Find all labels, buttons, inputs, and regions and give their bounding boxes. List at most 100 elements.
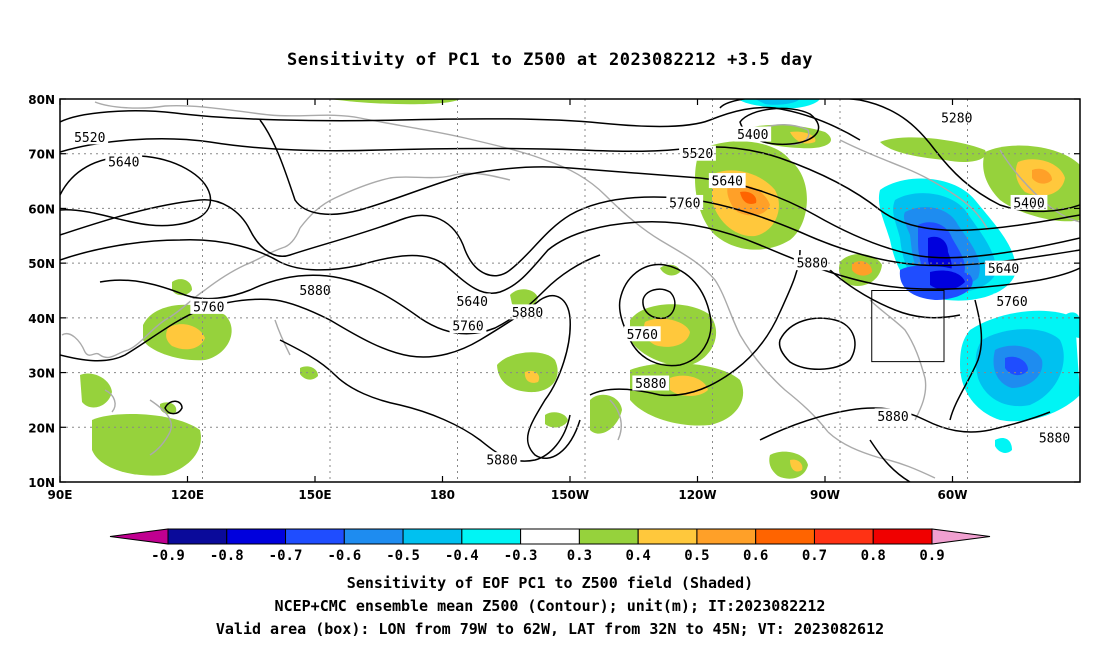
lat-tick-label: 60N	[28, 202, 55, 216]
colorbar-label: -0.3	[504, 548, 538, 564]
colorbar-extend-high	[931, 528, 991, 545]
caption-valid-area: Valid area (box): LON from 79W to 62W, L…	[215, 620, 885, 638]
axis-ticks: 90E 120E 150E 180 150W 120W 90W 60W 80N 70N 60N 50N…	[28, 93, 1080, 502]
contour-label: 5760	[627, 328, 658, 343]
positive-region	[330, 99, 460, 105]
contour-label: 5400	[1013, 196, 1044, 211]
contour-label-bg	[623, 326, 661, 342]
lat-tick-label: 30N	[28, 367, 55, 381]
colorbar-label: -0.4	[445, 548, 479, 564]
coastlines	[61, 101, 1080, 479]
colorbar-label: 0.6	[743, 548, 768, 564]
contour-label: 5400	[737, 128, 768, 143]
colorbar-segment	[872, 528, 933, 545]
contour-label-bg	[1036, 430, 1073, 446]
positive-region	[300, 366, 318, 380]
negative-region	[755, 99, 800, 105]
lat-tick-label: 50N	[28, 257, 55, 271]
colorbar-segment	[637, 528, 698, 545]
colorbar-label: 0.5	[684, 548, 709, 564]
contour-label: 5880	[635, 377, 666, 392]
lon-tick-label: 60W	[938, 488, 968, 502]
lon-tick-label: 90E	[48, 488, 73, 502]
lat-lon-grid	[60, 99, 1080, 482]
lat-tick-label: 70N	[28, 148, 55, 162]
contour-label: 5880	[486, 454, 517, 469]
lat-tick-label: 10N	[28, 476, 55, 490]
positive-region	[524, 370, 540, 383]
colorbar: -0.9 -0.8 -0.7 -0.6 -0.5 -0.4 -0.3 0.3 0.4 0.5 0.6…	[109, 528, 991, 564]
contour-label: 5520	[682, 147, 713, 162]
negative-region	[995, 438, 1012, 453]
positive-region	[769, 451, 808, 479]
caption-shaded: Sensitivity of EOF PC1 to Z500 field (Sh…	[346, 574, 754, 592]
contour-label-bg	[938, 110, 976, 126]
contour-label: 5760	[452, 320, 483, 335]
negative-region	[930, 270, 965, 290]
colorbar-segment	[755, 528, 815, 545]
contour-label-bg	[71, 129, 109, 145]
contour-labels: 5280540054005520552056405640564056405760…	[71, 110, 1073, 469]
positive-region	[92, 414, 201, 476]
colorbar-segment	[226, 528, 287, 545]
page-title: Sensitivity of PC1 to Z500 at 2023082212…	[286, 50, 813, 70]
contour-label-bg	[874, 408, 912, 424]
contour-label-bg	[449, 318, 487, 334]
lon-tick-label: 150W	[551, 488, 589, 502]
contour-label: 5520	[74, 131, 105, 146]
colorbar-label: -0.6	[327, 548, 361, 564]
contour-label: 5640	[457, 295, 488, 310]
colorbar-segment	[520, 528, 580, 545]
negative-region	[1064, 312, 1080, 338]
colorbar-label: 0.9	[919, 548, 944, 564]
contour-label-bg	[666, 194, 704, 210]
contour-label: 5760	[996, 295, 1027, 310]
lon-tick-label: 120E	[171, 488, 204, 502]
map-figure: 5280540054005520552056405640564056405760…	[28, 93, 1081, 564]
colorbar-segment	[343, 528, 404, 545]
positive-region	[790, 459, 803, 472]
colorbar-extend-low	[109, 528, 169, 545]
colorbar-segment	[167, 528, 228, 545]
lon-tick-label: 90W	[810, 488, 840, 502]
positive-region	[852, 261, 872, 276]
colorbar-segment	[696, 528, 757, 545]
contour-label: 5760	[193, 300, 224, 315]
positive-region	[1032, 168, 1052, 184]
colorbar-label: -0.9	[151, 548, 185, 564]
contour-label: 5640	[712, 175, 743, 190]
lat-tick-label: 20N	[28, 421, 55, 435]
colorbar-label: -0.7	[269, 548, 303, 564]
colorbar-segment	[461, 528, 522, 545]
colorbar-segment	[578, 528, 639, 545]
contour-label-bg	[483, 452, 521, 468]
contour-label-bg	[190, 298, 228, 314]
colorbar-label: -0.8	[210, 548, 244, 564]
positive-region	[166, 324, 205, 350]
contour-label-bg	[296, 282, 334, 298]
contour-label-bg	[453, 293, 491, 309]
caption-contour: NCEP+CMC ensemble mean Z500 (Contour); u…	[274, 597, 826, 615]
lon-tick-label: 150E	[298, 488, 331, 502]
contour-label: 5880	[1039, 432, 1070, 447]
contour-label-bg	[509, 304, 546, 320]
contour-label: 5880	[877, 410, 908, 425]
lat-tick-label: 40N	[28, 312, 55, 326]
colorbar-label: 0.3	[567, 548, 592, 564]
valid-area-box	[871, 290, 945, 363]
lat-tick-label: 80N	[28, 93, 55, 107]
contour-label-bg	[985, 260, 1022, 276]
positive-region	[80, 373, 112, 408]
shaded-sensitivity	[80, 99, 1080, 479]
contour-label: 5880	[299, 284, 330, 299]
colorbar-label: -0.5	[386, 548, 420, 564]
z500-contours	[60, 99, 1080, 482]
colorbar-label: 0.8	[861, 548, 886, 564]
contour-label-bg	[708, 173, 746, 189]
contour-label-bg	[105, 153, 143, 169]
contour-label: 5640	[988, 262, 1019, 277]
colorbar-label: 0.7	[802, 548, 827, 564]
positive-region	[880, 137, 986, 162]
lon-tick-label: 120W	[678, 488, 716, 502]
contour-label: 5880	[797, 257, 828, 272]
